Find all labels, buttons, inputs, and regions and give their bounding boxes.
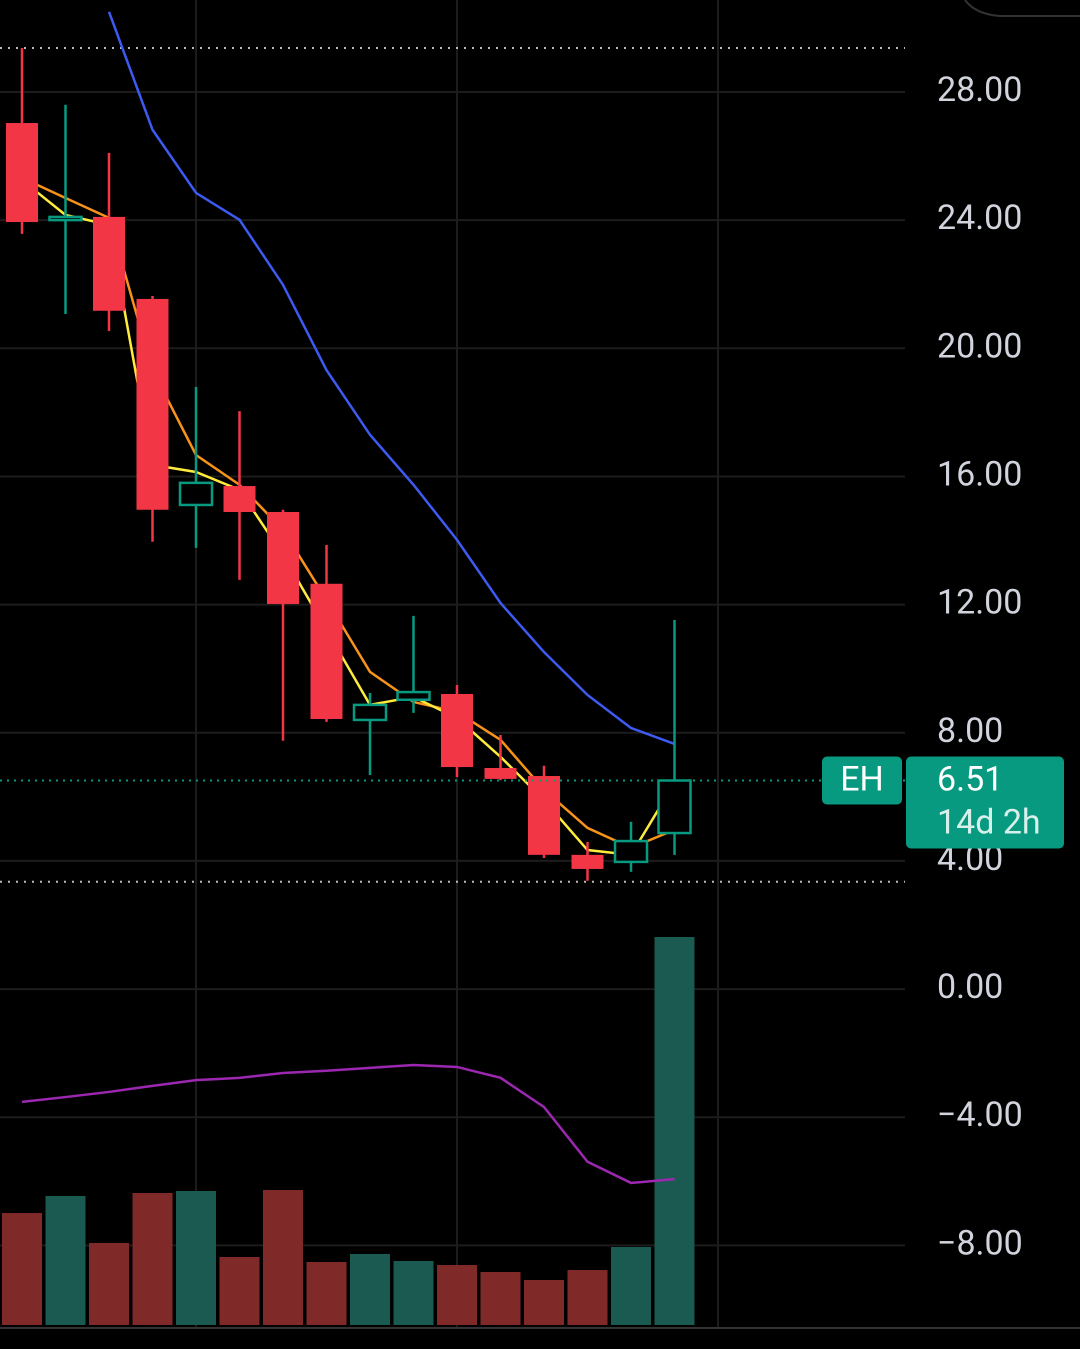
candle-body bbox=[267, 512, 299, 604]
volume-bar bbox=[654, 937, 695, 1325]
volume-bar bbox=[132, 1193, 173, 1325]
volume-bar bbox=[2, 1213, 42, 1325]
labels: 28.0024.0020.0016.0012.008.004.000.00−4.… bbox=[822, 70, 1064, 1263]
volume-bar bbox=[45, 1196, 86, 1325]
candle-body bbox=[136, 298, 169, 510]
candle-body bbox=[528, 776, 560, 855]
plot bbox=[0, 11, 905, 1325]
volume-bar bbox=[306, 1262, 347, 1325]
volume-bar bbox=[89, 1243, 129, 1325]
volume-bar bbox=[437, 1265, 477, 1325]
candle-body bbox=[352, 703, 388, 722]
indicator-line bbox=[21, 176, 675, 850]
volume-bar bbox=[263, 1190, 303, 1325]
price-badge bbox=[906, 756, 1064, 849]
candle-body bbox=[310, 583, 343, 719]
volume-bar bbox=[393, 1261, 434, 1325]
candle-body bbox=[48, 215, 83, 222]
indicator-line bbox=[107, 11, 675, 746]
volume-bar bbox=[567, 1270, 608, 1325]
volume-bar bbox=[219, 1257, 260, 1325]
volume-bar bbox=[480, 1272, 521, 1325]
y-tick-label: −8.00 bbox=[937, 1223, 1023, 1263]
y-tick-label: 24.00 bbox=[937, 198, 1022, 238]
y-tick-label: 0.00 bbox=[937, 967, 1003, 1007]
session-badge bbox=[822, 756, 902, 805]
volume-bar bbox=[611, 1247, 651, 1325]
y-tick-label: −4.00 bbox=[937, 1095, 1023, 1135]
y-tick-label: 8.00 bbox=[937, 711, 1003, 751]
y-tick-label: 20.00 bbox=[937, 326, 1022, 366]
candle-body bbox=[657, 779, 692, 835]
candle-body bbox=[396, 690, 431, 702]
y-tick-label: 28.00 bbox=[937, 70, 1022, 110]
y-tick-label: 12.00 bbox=[937, 583, 1022, 623]
volume-bar bbox=[176, 1191, 216, 1325]
candle-body bbox=[613, 839, 649, 864]
candle-body bbox=[178, 481, 214, 507]
candle-body bbox=[484, 768, 517, 779]
candle-body bbox=[6, 123, 38, 223]
volume-bar bbox=[524, 1280, 564, 1325]
last-price-label: 6.51 bbox=[937, 759, 1003, 799]
corner-shape bbox=[964, 0, 1080, 17]
session-label: EH bbox=[840, 759, 884, 799]
countdown-label: 14d 2h bbox=[937, 802, 1041, 842]
candle-body bbox=[571, 854, 604, 869]
volume-bar bbox=[350, 1254, 390, 1325]
indicator-line bbox=[21, 179, 676, 857]
candle-body bbox=[223, 486, 256, 513]
y-tick-label: 16.00 bbox=[937, 454, 1022, 494]
indicator-line bbox=[21, 1063, 675, 1185]
candle-body bbox=[441, 693, 473, 768]
candle-body bbox=[93, 216, 125, 311]
